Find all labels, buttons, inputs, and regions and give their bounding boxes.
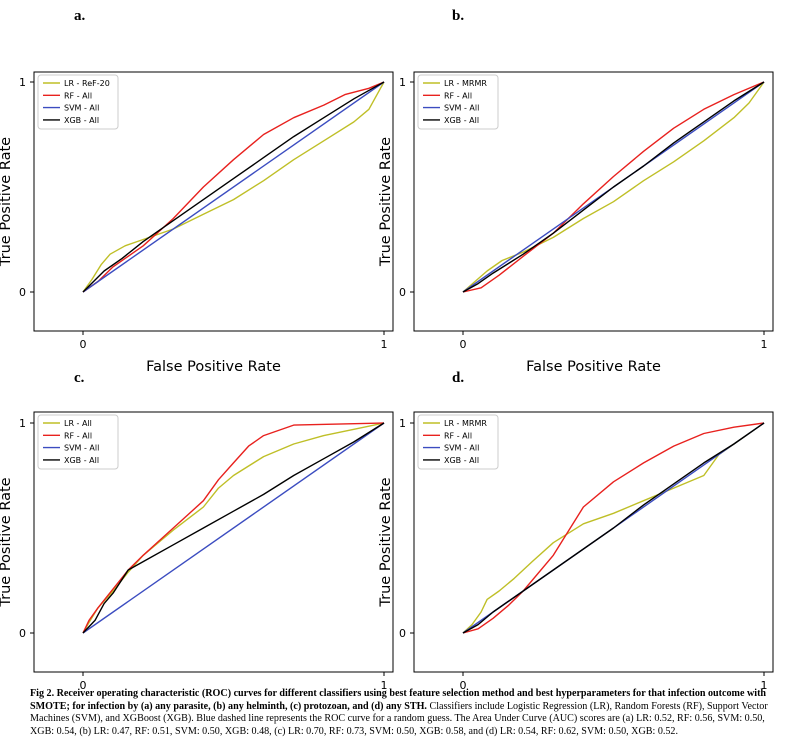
legend-label-lr: LR - MRMR [444, 419, 487, 428]
y-axis-label: True Positive Rate [378, 477, 394, 607]
x-tick-label: 1 [761, 338, 768, 351]
series-line-xgb [82, 81, 385, 293]
legend-label-svm: SVM - All [64, 104, 99, 113]
legend-label-xgb: XGB - All [64, 116, 99, 125]
legend-label-xgb: XGB - All [64, 456, 99, 465]
y-tick-label: 1 [19, 76, 26, 89]
series-line-xgb [82, 422, 385, 634]
series-line-svm [82, 81, 385, 293]
legend-label-lr: LR - All [64, 419, 92, 428]
legend-label-lr: LR - ReF-20 [64, 79, 110, 88]
y-tick-label: 1 [399, 76, 406, 89]
plot-frame [33, 71, 394, 332]
legend-label-svm: SVM - All [444, 104, 479, 113]
legend-label-rf: RF - All [444, 431, 472, 440]
y-tick-label: 0 [19, 286, 26, 299]
series-line-rf [462, 422, 765, 634]
series-line-lr [82, 81, 385, 293]
y-axis-label: True Positive Rate [0, 137, 14, 267]
series-line-xgb [462, 422, 765, 634]
y-tick-label: 0 [399, 627, 406, 640]
x-tick-label: 1 [381, 679, 388, 690]
roc-charts: 0 1 0 1 False Positive Rate True Positive Rat… [0, 71, 774, 690]
legend-label-rf: RF - All [64, 431, 92, 440]
series-line-rf [462, 81, 765, 293]
x-tick-label: 0 [460, 338, 467, 351]
legend-label-xgb: XGB - All [444, 116, 479, 125]
legend-label-rf: RF - All [444, 91, 472, 100]
legend-label-rf: RF - All [64, 91, 92, 100]
series-line-xgb [462, 81, 765, 293]
figure-caption: Fig 2. Receiver operating characteristic… [30, 688, 775, 738]
x-axis-label: False Positive Rate [526, 359, 661, 375]
y-tick-label: 1 [399, 417, 406, 430]
y-tick-label: 0 [19, 627, 26, 640]
x-tick-label: 1 [381, 338, 388, 351]
x-tick-label: 1 [761, 679, 768, 690]
y-axis-label: True Positive Rate [0, 477, 14, 607]
legend-label-svm: SVM - All [64, 444, 99, 453]
x-tick-label: 0 [80, 338, 87, 351]
caption-bold: Fig 2. Receiver operating characteristic… [30, 688, 767, 712]
y-tick-label: 1 [19, 417, 26, 430]
chart-panel-a: 0 1 0 1 False Positive Rate True Positive Rat… [0, 71, 394, 375]
plot-frame [413, 71, 774, 332]
legend-box [417, 414, 499, 470]
y-axis-label: True Positive Rate [378, 137, 394, 267]
panel-letter-a: a. [74, 8, 86, 24]
legend-box [417, 74, 499, 130]
series-line-rf [82, 81, 385, 293]
legend-label-lr: LR - MRMR [444, 79, 487, 88]
y-tick-label: 0 [399, 286, 406, 299]
caption-text: Classifiers include Logistic Regression … [30, 700, 768, 737]
x-tick-label: 0 [460, 679, 467, 690]
x-tick-label: 0 [80, 679, 87, 690]
series-line-lr [462, 81, 765, 293]
x-axis-label: False Positive Rate [146, 359, 281, 375]
series-line-rf [82, 422, 385, 634]
legend-label-svm: SVM - All [444, 444, 479, 453]
plot-frame [413, 411, 774, 673]
legend-box [37, 74, 119, 130]
panel-letter-d: d. [452, 370, 465, 386]
chart-panel-b: 0 1 0 1 False Positive Rate True Positive Rat… [378, 71, 774, 375]
legend-label-xgb: XGB - All [444, 456, 479, 465]
series-line-svm [82, 422, 385, 634]
plot-frame [33, 411, 394, 673]
series-line-lr [462, 422, 765, 634]
legend-box [37, 414, 119, 470]
panel-letter-c: c. [74, 370, 85, 386]
panel-letter-b: b. [452, 8, 465, 24]
